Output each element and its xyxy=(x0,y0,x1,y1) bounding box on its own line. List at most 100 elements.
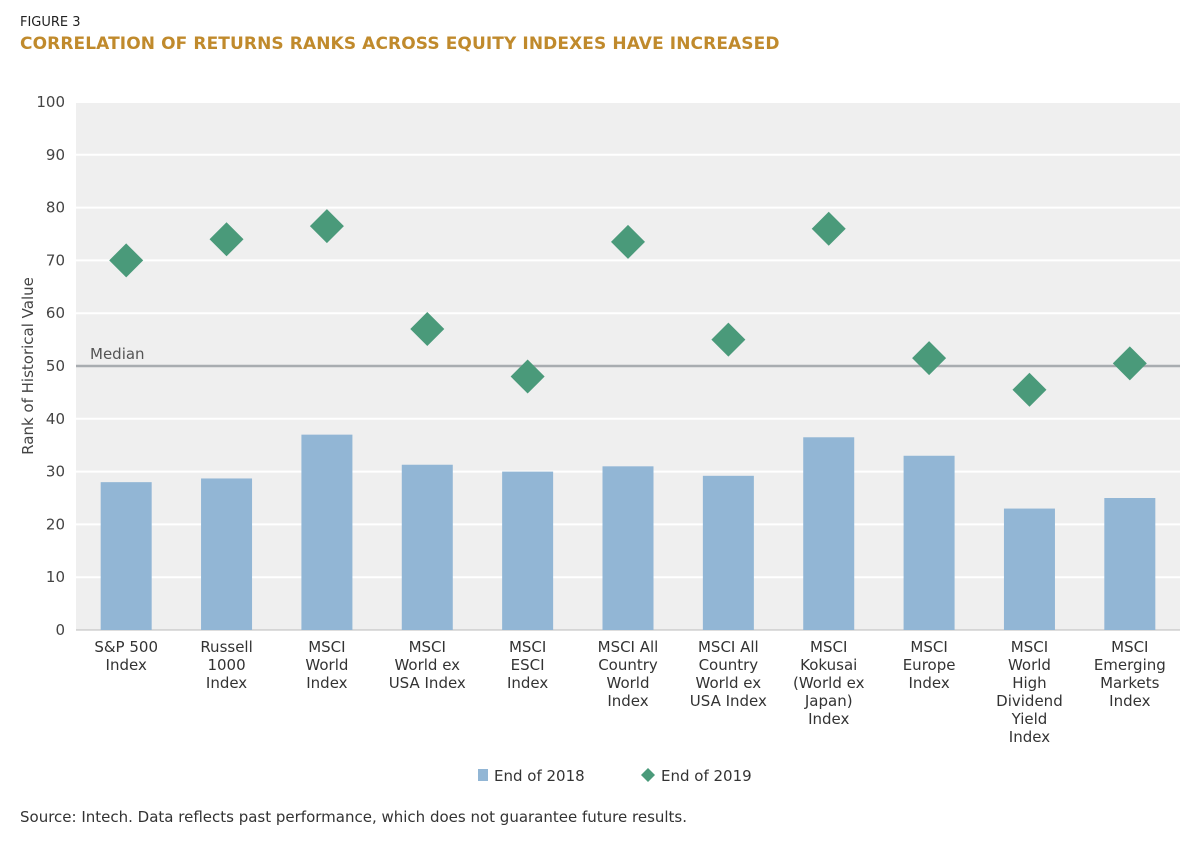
x-tick-label-line: MSCI xyxy=(409,638,446,656)
legend-swatch-end-of-2019 xyxy=(641,768,655,782)
x-tick-label-line: MSCI xyxy=(1111,638,1148,656)
x-tick-label: Russell 1000 Index xyxy=(200,638,252,692)
y-tick-label: 20 xyxy=(46,515,65,533)
y-tick-label: 50 xyxy=(46,357,65,375)
x-tick-label: MSCI World High Dividend Yield Index xyxy=(996,638,1063,746)
x-tick-label-line: 1000 xyxy=(207,656,245,674)
x-tick-label-line: Country xyxy=(598,656,658,674)
chart-title: CORRELATION OF RETURNS RANKS ACROSS EQUI… xyxy=(20,34,780,54)
bar-end-of-2018 xyxy=(903,455,955,630)
x-tick-label-line: MSCI All xyxy=(598,638,659,656)
legend-label-end-of-2018: End of 2018 xyxy=(494,767,585,785)
figure-label: FIGURE 3 xyxy=(20,15,81,30)
bar-end-of-2018 xyxy=(401,464,453,630)
bar-end-of-2018 xyxy=(1104,498,1156,630)
x-tick-label-line: Index xyxy=(1109,692,1150,710)
x-tick-label-line: Yield xyxy=(1011,710,1048,728)
x-tick-label-line: Index xyxy=(1009,728,1050,746)
bar-end-of-2018 xyxy=(803,437,855,630)
x-tick-label: MSCI World ex USA Index xyxy=(389,638,466,692)
y-tick-label: 70 xyxy=(46,251,65,269)
bar-end-of-2018 xyxy=(602,466,654,630)
x-tick-label: MSCI Kokusai (World ex Japan) Index xyxy=(793,638,865,728)
legend: End of 2018 End of 2019 xyxy=(478,767,752,785)
x-tick-label-line: Country xyxy=(699,656,759,674)
x-tick-label: MSCI Emerging Markets Index xyxy=(1094,638,1166,710)
x-tick-label-line: Index xyxy=(607,692,648,710)
y-tick-label: 10 xyxy=(46,568,65,586)
x-tick-label-line: MSCI xyxy=(1011,638,1048,656)
x-tick-label-line: World ex xyxy=(394,656,460,674)
marker-end-of-2019 xyxy=(611,224,645,259)
x-tick-label-line: Russell xyxy=(200,638,252,656)
x-tick-label: S&P 500 Index xyxy=(94,638,158,674)
source-note: Source: Intech. Data reflects past perfo… xyxy=(20,808,688,826)
y-tick-label: 90 xyxy=(46,146,65,164)
y-tick-label: 60 xyxy=(46,304,65,322)
y-tick-label: 80 xyxy=(46,199,65,217)
x-tick-label-line: World xyxy=(607,674,650,692)
legend-label-end-of-2019: End of 2019 xyxy=(661,767,752,785)
bar-end-of-2018 xyxy=(301,434,353,630)
marker-end-of-2019 xyxy=(510,359,545,394)
x-tick-label-line: Japan) xyxy=(804,692,853,710)
marker-end-of-2019 xyxy=(711,322,746,357)
x-tick-label-line: Emerging xyxy=(1094,656,1166,674)
y-tick-label: 0 xyxy=(55,621,65,639)
marker-end-of-2019 xyxy=(1012,372,1047,407)
bar-series xyxy=(100,434,1156,630)
x-tick-label-line: ESCI xyxy=(511,656,545,674)
marker-series xyxy=(109,209,1147,407)
bar-end-of-2018 xyxy=(502,471,554,630)
marker-end-of-2019 xyxy=(811,211,846,246)
x-tick-label: MSCI ESCI Index xyxy=(507,638,548,692)
x-tick-label-line: Europe xyxy=(903,656,956,674)
bar-end-of-2018 xyxy=(100,482,152,630)
x-tick-label-line: Index xyxy=(507,674,548,692)
x-tick-label-line: Dividend xyxy=(996,692,1063,710)
x-tick-label-line: MSCI xyxy=(810,638,847,656)
x-tick-label-line: USA Index xyxy=(690,692,767,710)
y-axis-label: Rank of Historical Value xyxy=(19,277,37,455)
y-tick-label: 30 xyxy=(46,463,65,481)
x-tick-label-line: World ex xyxy=(696,674,762,692)
x-tick-label-line: USA Index xyxy=(389,674,466,692)
x-tick-label-line: MSCI xyxy=(910,638,947,656)
x-tick-label: MSCI All Country World Index xyxy=(598,638,659,710)
y-tick-label: 40 xyxy=(46,410,65,428)
x-tick-label-line: (World ex xyxy=(793,674,865,692)
x-tick-label-line: Index xyxy=(206,674,247,692)
bar-end-of-2018 xyxy=(201,478,253,630)
marker-end-of-2019 xyxy=(109,243,144,278)
x-tick-label-line: Markets xyxy=(1100,674,1160,692)
bar-end-of-2018 xyxy=(1003,508,1055,630)
marker-end-of-2019 xyxy=(410,312,445,347)
x-tick-label-line: S&P 500 xyxy=(94,638,158,656)
x-tick-label-line: High xyxy=(1012,674,1046,692)
x-tick-label-line: MSCI All xyxy=(698,638,759,656)
x-tick-label-line: MSCI xyxy=(308,638,345,656)
marker-end-of-2019 xyxy=(309,209,344,244)
y-axis-ticks: 0 10 20 30 40 50 60 70 80 90 100 xyxy=(36,93,65,639)
x-tick-label-line: Index xyxy=(106,656,147,674)
median-line: Median xyxy=(76,345,1180,368)
marker-end-of-2019 xyxy=(912,341,947,376)
x-tick-label: MSCI All Country World ex USA Index xyxy=(690,638,767,710)
y-tick-label: 100 xyxy=(36,93,65,111)
legend-swatch-end-of-2018 xyxy=(478,769,488,781)
x-tick-label-line: Index xyxy=(808,710,849,728)
x-tick-label-line: MSCI xyxy=(509,638,546,656)
bar-end-of-2018 xyxy=(702,475,754,630)
x-tick-label-line: Index xyxy=(908,674,949,692)
x-tick-label: MSCI Europe Index xyxy=(903,638,956,692)
x-tick-label-line: Kokusai xyxy=(800,656,857,674)
marker-end-of-2019 xyxy=(209,222,244,257)
x-tick-label-line: World xyxy=(1008,656,1051,674)
median-label: Median xyxy=(90,345,145,363)
x-tick-label: MSCI World Index xyxy=(305,638,348,692)
x-tick-label-line: Index xyxy=(306,674,347,692)
marker-end-of-2019 xyxy=(1112,346,1147,381)
x-tick-label-line: World xyxy=(305,656,348,674)
